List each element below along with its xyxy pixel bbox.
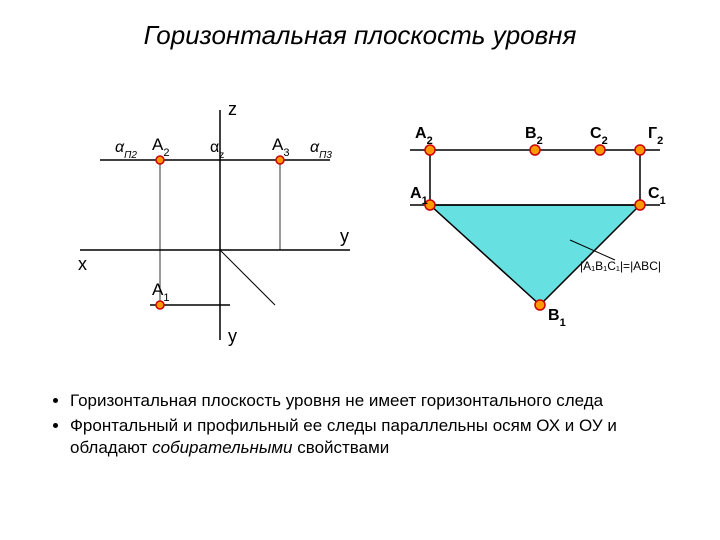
page-title: Горизонтальная плоскость уровня (0, 20, 720, 51)
svg-text:z: z (228, 99, 237, 119)
bullet-list: Горизонтальная плоскость уровня не имеет… (50, 390, 690, 462)
svg-text:αz: αz (210, 139, 224, 161)
svg-text:|A₁B₁C₁|=|ABC|: |A₁B₁C₁|=|ABC| (580, 259, 661, 273)
svg-text:y: y (228, 326, 237, 346)
diagram-container: zxyyαП2αzαП3A2A3A1 |A₁B₁C₁|=|ABC|A2B2C2Г… (0, 80, 720, 380)
svg-text:Г2: Г2 (648, 125, 663, 147)
svg-text:x: x (78, 254, 87, 274)
svg-text:A1: A1 (410, 185, 428, 207)
svg-text:αП3: αП3 (310, 139, 332, 161)
right-diagram: |A₁B₁C₁|=|ABC| A2 B2 C2 Г2 A1 C1 B1 (380, 90, 680, 350)
svg-text:C2: C2 (590, 125, 608, 147)
bullet-item: Горизонтальная плоскость уровня не имеет… (70, 390, 690, 411)
bullet-item: Фронтальный и профильный ее следы паралл… (70, 415, 690, 458)
svg-text:B2: B2 (525, 125, 543, 147)
svg-text:A2: A2 (415, 125, 433, 147)
svg-text:C1: C1 (648, 185, 666, 207)
svg-text:B1: B1 (548, 307, 566, 329)
svg-text:y: y (340, 226, 349, 246)
svg-text:αП2: αП2 (115, 139, 137, 161)
left-diagram: zxyyαП2αzαП3A2A3A1 (60, 80, 360, 360)
